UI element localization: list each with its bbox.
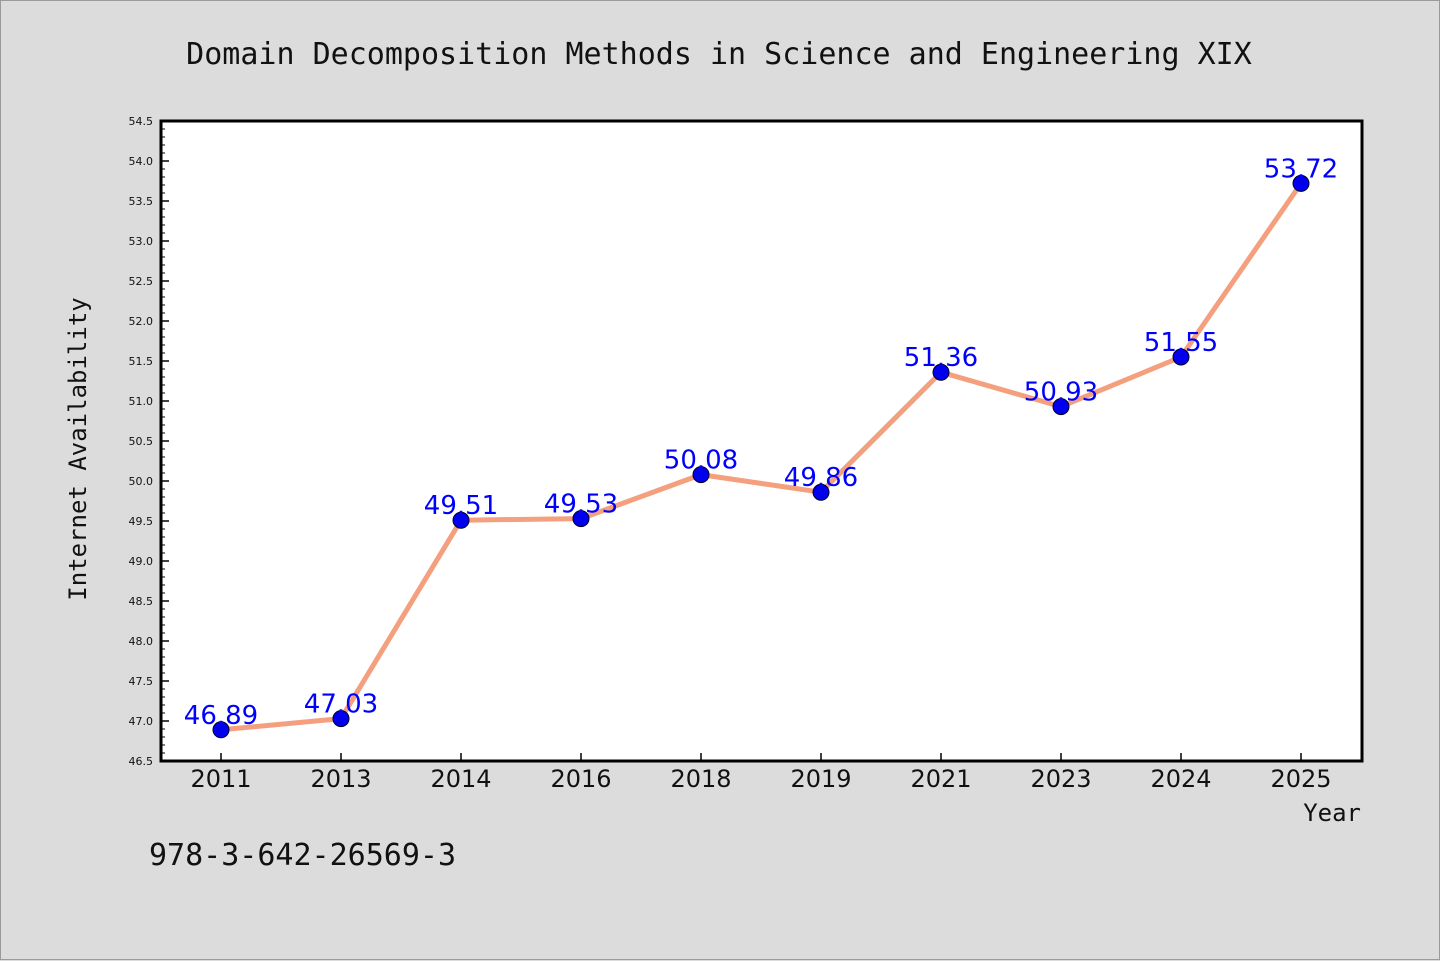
data-label: 46.89	[184, 701, 258, 731]
data-point	[452, 511, 470, 529]
series-layer: 46.89 47.03 49.51 49.53 50.08 49.86 51.36 50.93…	[184, 154, 1338, 739]
data-point	[332, 710, 350, 728]
y-tick-label: 46.5	[129, 755, 154, 768]
data-label: 51.55	[1144, 328, 1218, 358]
data-point	[692, 466, 710, 484]
data-point	[1172, 348, 1190, 366]
y-tick-label: 48.0	[129, 635, 154, 648]
x-axis: 2011 2013 2014 2016 2018 2019 2021 2023 2024 2025	[190, 753, 1332, 793]
y-tick-label: 48.5	[129, 595, 154, 608]
data-point	[1052, 398, 1070, 416]
data-point	[812, 483, 830, 501]
x-tick-label: 2021	[910, 765, 971, 793]
y-tick-label: 54.0	[129, 155, 154, 168]
data-label: 50.93	[1024, 378, 1098, 408]
y-axis-title: Internet Availability	[64, 297, 92, 600]
x-tick-label: 2019	[790, 765, 851, 793]
x-tick-label: 2014	[430, 765, 491, 793]
x-tick-label: 2023	[1030, 765, 1091, 793]
data-label: 49.51	[424, 491, 498, 521]
y-tick-label: 53.0	[129, 235, 154, 248]
y-tick-label: 53.5	[129, 195, 154, 208]
plot-area	[159, 119, 1364, 763]
y-tick-label: 47.5	[129, 675, 154, 688]
data-point	[1292, 174, 1310, 192]
x-tick-label: 2016	[550, 765, 611, 793]
y-tick-label: 52.5	[129, 275, 154, 288]
y-tick-label: 50.5	[129, 435, 154, 448]
x-tick-label: 2011	[190, 765, 251, 793]
y-tick-label: 52.0	[129, 315, 154, 328]
y-tick-label: 49.5	[129, 515, 154, 528]
x-tick-label: 2024	[1150, 765, 1211, 793]
data-label: 47.03	[304, 690, 378, 720]
y-tick-label: 49.0	[129, 555, 154, 568]
y-tick-label: 51.0	[129, 395, 154, 408]
data-label: 50.08	[664, 446, 738, 476]
chart-title: Domain Decomposition Methods in Science …	[186, 37, 1252, 72]
data-label: 53.72	[1264, 154, 1338, 184]
data-point	[212, 721, 230, 739]
data-label: 49.86	[784, 463, 858, 493]
data-point	[572, 510, 590, 528]
x-tick-label: 2025	[1270, 765, 1331, 793]
y-tick-label: 51.5	[129, 355, 154, 368]
y-tick-label: 50.0	[129, 475, 154, 488]
series-line	[218, 180, 1304, 733]
data-point	[932, 363, 950, 381]
x-axis-title: Year	[1303, 799, 1361, 827]
y-tick-label: 47.0	[129, 715, 154, 728]
footer-isbn: 978-3-642-26569-3	[149, 838, 456, 873]
x-tick-label: 2018	[670, 765, 731, 793]
y-tick-label: 54.5	[129, 115, 154, 128]
data-label: 51.36	[904, 343, 978, 373]
x-tick-label: 2013	[310, 765, 371, 793]
data-label: 49.53	[544, 490, 618, 520]
y-axis: 46.5 47.0 47.5 48.0 48.5 49.0 49.5 50.0 50.5 51.0…	[129, 115, 169, 768]
